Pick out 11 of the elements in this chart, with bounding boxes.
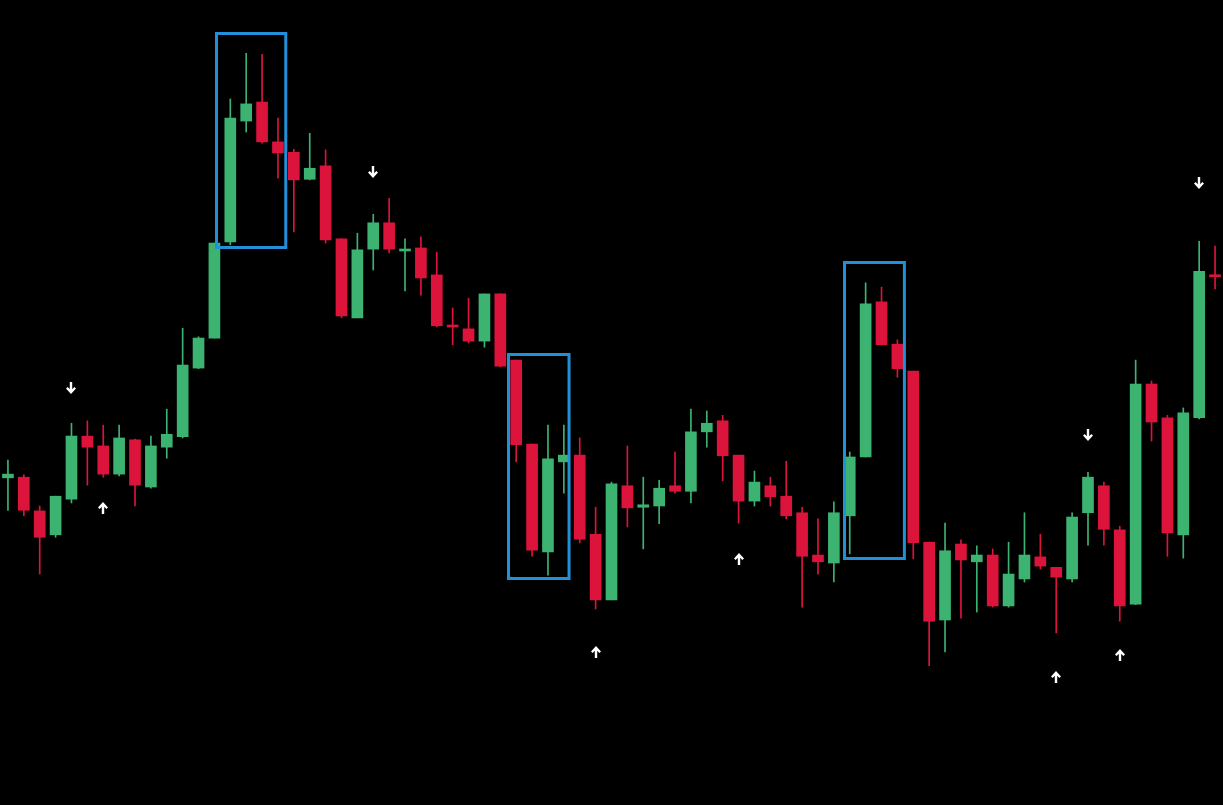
candlestick <box>669 451 681 494</box>
candlestick <box>812 518 824 575</box>
candlestick <box>955 539 967 619</box>
candlestick <box>1050 566 1063 634</box>
candlestick <box>240 53 253 133</box>
candlestick <box>303 132 316 181</box>
candlestick <box>1209 245 1221 290</box>
candlestick <box>637 476 650 550</box>
candlestick <box>970 545 983 613</box>
candlestick <box>272 117 284 179</box>
candlestick <box>2 459 14 511</box>
